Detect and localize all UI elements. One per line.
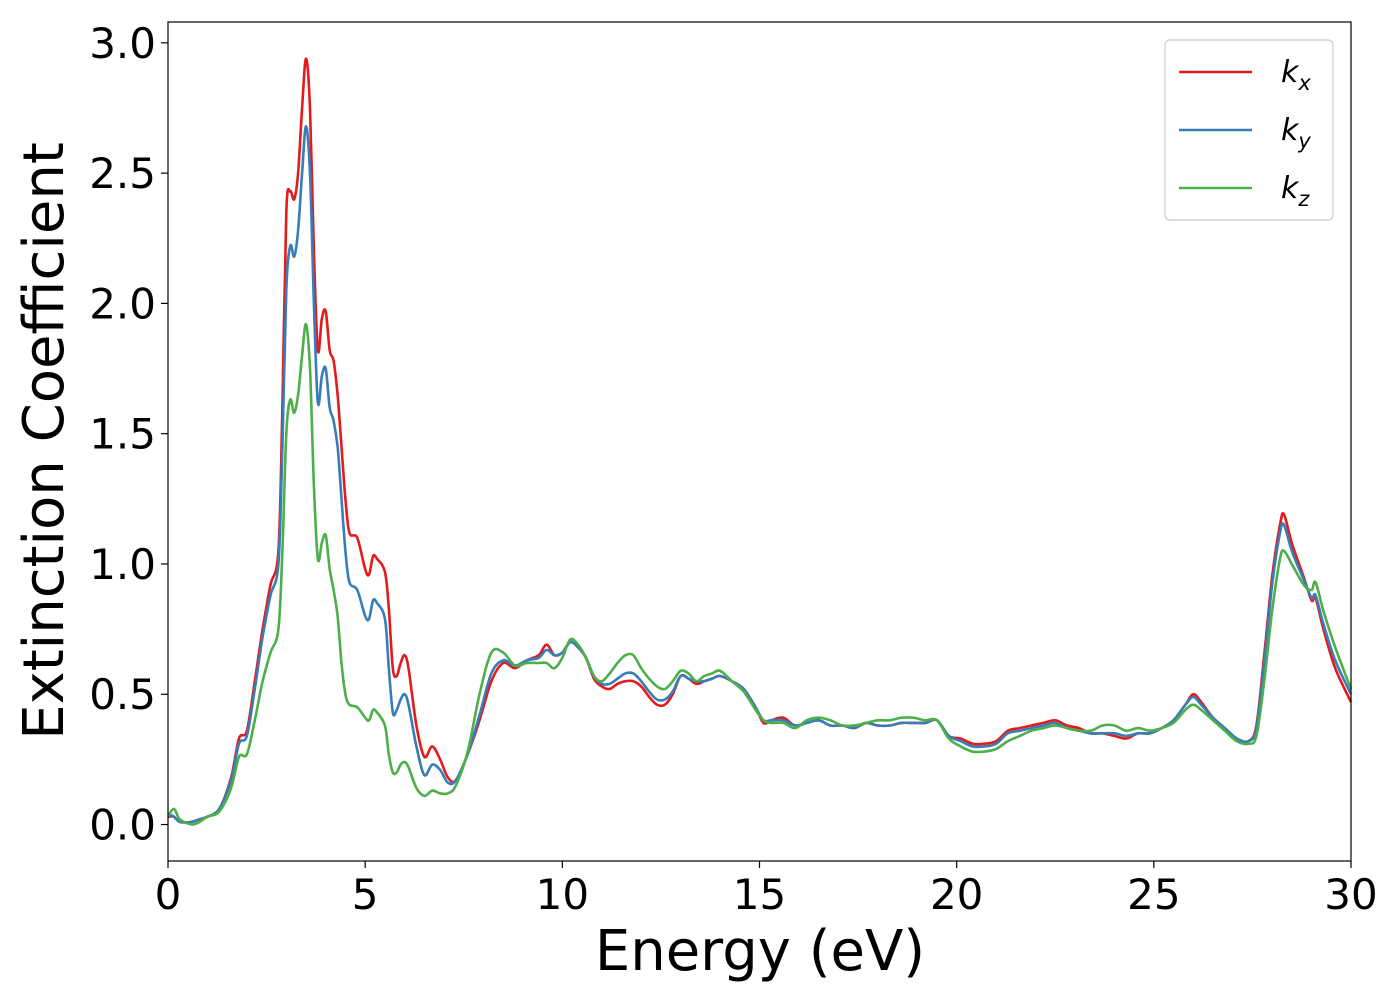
y-axis-label: Extinction Coefficient bbox=[12, 142, 77, 740]
x-tick-label: 10 bbox=[536, 870, 589, 919]
x-tick-label: 20 bbox=[930, 870, 983, 919]
x-tick-label: 5 bbox=[352, 870, 379, 919]
x-axis-label: Energy (eV) bbox=[595, 919, 925, 984]
y-tick-label: 0.0 bbox=[89, 801, 156, 850]
y-tick-label: 1.0 bbox=[89, 540, 156, 589]
y-tick-label: 2.5 bbox=[89, 149, 156, 198]
x-tick-label: 30 bbox=[1324, 870, 1377, 919]
tick-layer: 0 5 10 15 20 25 30 0.0 0.5 1.0 1.5 2.0 2.5 3.0 bbox=[89, 19, 1378, 919]
x-tick-label: 25 bbox=[1127, 870, 1180, 919]
y-tick-label: 2.0 bbox=[89, 279, 156, 328]
series-line-k-z bbox=[166, 322, 1353, 826]
plot-area bbox=[168, 22, 1351, 861]
x-tick-label: 15 bbox=[733, 870, 786, 919]
y-tick-label: 3.0 bbox=[89, 19, 156, 68]
series-line-k-x bbox=[167, 57, 1353, 824]
series-layer bbox=[166, 57, 1353, 826]
x-tick-label: 0 bbox=[155, 870, 182, 919]
y-tick-label: 1.5 bbox=[89, 410, 156, 459]
plot-frame bbox=[167, 21, 1352, 862]
y-tick-label: 0.5 bbox=[89, 670, 156, 719]
series-line-k-y bbox=[167, 124, 1353, 824]
